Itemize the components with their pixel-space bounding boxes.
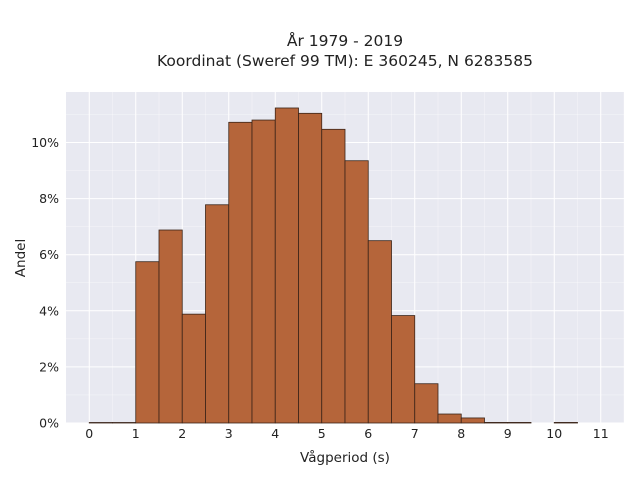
histogram-bar — [298, 112, 323, 424]
histogram-bar — [321, 128, 346, 424]
histogram-bar — [437, 413, 462, 424]
histogram-bar — [414, 383, 439, 424]
histogram-bar — [181, 313, 206, 424]
histogram-bar — [507, 422, 532, 424]
y-tick-label: 4% — [39, 303, 59, 318]
chart-title-line2: Koordinat (Sweref 99 TM): E 360245, N 62… — [157, 52, 533, 70]
bars — [88, 107, 578, 424]
histogram-bar — [391, 315, 416, 424]
y-tick-label: 6% — [39, 247, 59, 262]
x-tick-label: 1 — [132, 426, 140, 441]
histogram-bar — [158, 229, 183, 424]
y-tick-label: 10% — [31, 135, 59, 150]
x-tick-label: 4 — [271, 426, 279, 441]
histogram-bar — [112, 422, 137, 424]
histogram-bar — [135, 261, 160, 424]
histogram-bar — [553, 422, 578, 424]
y-axis-ticks: 0% 2% 4% 6% 8% 10% — [31, 135, 59, 431]
y-tick-label: 8% — [39, 191, 59, 206]
histogram-bar — [205, 204, 230, 424]
x-tick-label: 2 — [178, 426, 186, 441]
histogram-bar — [484, 422, 509, 424]
chart-title-line1: År 1979 - 2019 — [287, 31, 403, 50]
histogram-bar — [344, 160, 369, 424]
histogram-bar — [460, 417, 485, 424]
y-tick-label: 2% — [39, 359, 59, 374]
y-axis-label: Andel — [13, 239, 29, 277]
x-tick-label: 5 — [318, 426, 326, 441]
x-tick-label: 3 — [225, 426, 233, 441]
x-tick-label: 0 — [85, 426, 93, 441]
histogram-bar — [274, 107, 299, 424]
x-axis-label: Vågperiod (s) — [300, 449, 390, 466]
histogram-bar — [228, 121, 253, 424]
x-axis-ticks: 0 1 2 3 4 5 6 7 8 9 10 11 — [85, 426, 608, 441]
histogram-bar — [88, 422, 113, 424]
x-tick-label: 8 — [457, 426, 465, 441]
x-tick-label: 9 — [504, 426, 512, 441]
histogram-bar — [367, 240, 392, 424]
histogram-bar — [251, 119, 276, 424]
x-tick-label: 7 — [411, 426, 419, 441]
x-tick-label: 6 — [364, 426, 372, 441]
y-tick-label: 0% — [39, 416, 59, 431]
x-tick-label: 11 — [593, 426, 609, 441]
x-tick-label: 10 — [546, 426, 562, 441]
